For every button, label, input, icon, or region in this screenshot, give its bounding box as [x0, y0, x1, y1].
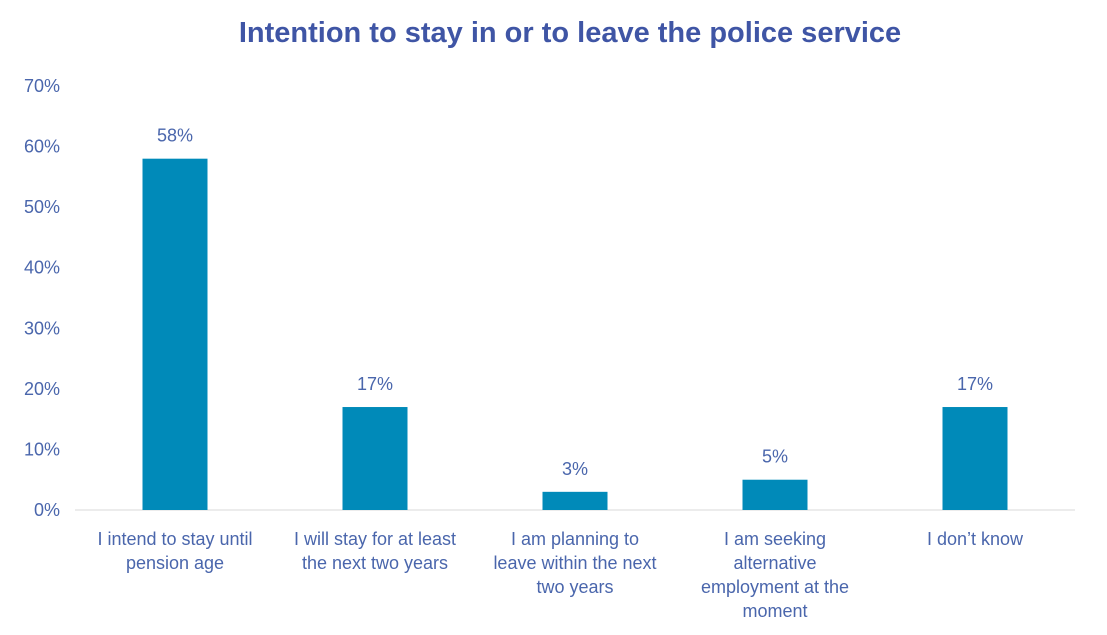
x-tick-label-line: I am planning to — [511, 529, 639, 549]
y-tick-label: 40% — [24, 258, 60, 278]
y-tick-label: 20% — [24, 379, 60, 399]
x-tick-label: I intend to stay until pension age — [97, 529, 252, 573]
x-tick-label: I am seeking alternative employment at the… — [701, 529, 849, 621]
x-tick-label-line: I will stay for at least — [294, 529, 456, 549]
x-tick-label-line: two years — [536, 577, 613, 597]
data-label: 58% — [157, 126, 193, 146]
x-tick-label-line: employment at the — [701, 577, 849, 597]
x-axis: I intend to stay until pension age I will … — [97, 529, 1024, 621]
chart-title: Intention to stay in or to leave the pol… — [239, 17, 901, 49]
bar — [742, 479, 808, 510]
bars — [142, 158, 1008, 510]
x-tick-label-line: pension age — [126, 553, 224, 573]
x-tick-label-line: leave within the next — [493, 553, 656, 573]
x-tick-label-line: I don’t know — [927, 529, 1024, 549]
y-tick-label: 0% — [34, 500, 60, 520]
bar — [142, 158, 208, 510]
y-tick-label: 70% — [24, 76, 60, 96]
y-tick-label: 50% — [24, 197, 60, 217]
data-label: 17% — [957, 374, 993, 394]
data-label: 5% — [762, 447, 788, 467]
x-tick-label-line: I am seeking — [724, 529, 826, 549]
bar — [542, 491, 608, 510]
bar — [942, 407, 1008, 510]
x-tick-label-line: alternative — [733, 553, 816, 573]
data-labels: 58% 17% 3% 5% 17% — [157, 126, 993, 479]
y-tick-label: 10% — [24, 439, 60, 459]
x-tick-label-line: I intend to stay until — [97, 529, 252, 549]
data-label: 17% — [357, 374, 393, 394]
x-tick-label: I don’t know — [927, 529, 1024, 549]
y-tick-label: 60% — [24, 137, 60, 157]
x-tick-label-line: the next two years — [302, 553, 448, 573]
x-tick-label: I am planning to leave within the next two… — [493, 529, 656, 597]
data-label: 3% — [562, 459, 588, 479]
x-tick-label-line: moment — [742, 601, 807, 621]
y-tick-label: 30% — [24, 318, 60, 338]
x-tick-label: I will stay for at least the next two yea… — [294, 529, 456, 573]
bar — [342, 407, 408, 510]
y-axis: 0% 10% 20% 30% 40% 50% 60% 70% — [24, 76, 60, 520]
